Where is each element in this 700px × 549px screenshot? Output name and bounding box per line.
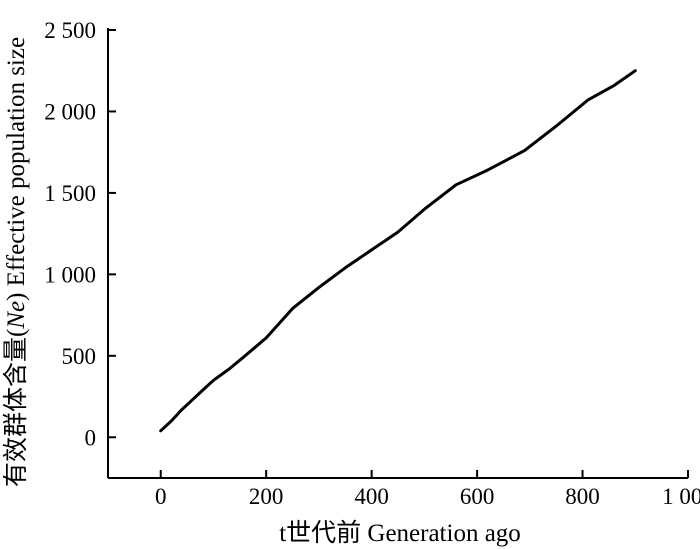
x-tick-label: 800 xyxy=(565,484,600,509)
x-axis-ticks: 0 200 400 600 800 1 000 xyxy=(155,470,700,509)
y-axis-title-prefix: 有效群体含量( xyxy=(2,329,30,487)
y-axis-ticks: 0 500 1 000 1 500 2 000 2 500 xyxy=(44,18,116,450)
y-tick-label: 1 000 xyxy=(44,262,96,287)
x-tick-label: 1 000 xyxy=(662,484,700,509)
series-line xyxy=(159,69,637,433)
y-axis-title-italic: Ne xyxy=(3,301,30,330)
x-tick-label: 400 xyxy=(354,484,389,509)
x-axis-title: t世代前 Generation ago xyxy=(279,519,521,547)
series-layer xyxy=(159,69,637,433)
y-axis-title-suffix: ) Effective population size xyxy=(3,37,30,301)
x-tick-label: 600 xyxy=(460,484,495,509)
y-tick-label: 500 xyxy=(62,344,97,369)
y-tick-label: 0 xyxy=(85,425,97,450)
y-tick-label: 1 500 xyxy=(44,181,96,206)
x-tick-label: 0 xyxy=(155,484,167,509)
y-tick-label: 2 000 xyxy=(44,99,96,124)
y-tick-label: 2 500 xyxy=(44,18,96,43)
y-axis-title: 有效群体含量(Ne) Effective population size xyxy=(2,37,30,487)
x-tick-label: 200 xyxy=(249,484,284,509)
